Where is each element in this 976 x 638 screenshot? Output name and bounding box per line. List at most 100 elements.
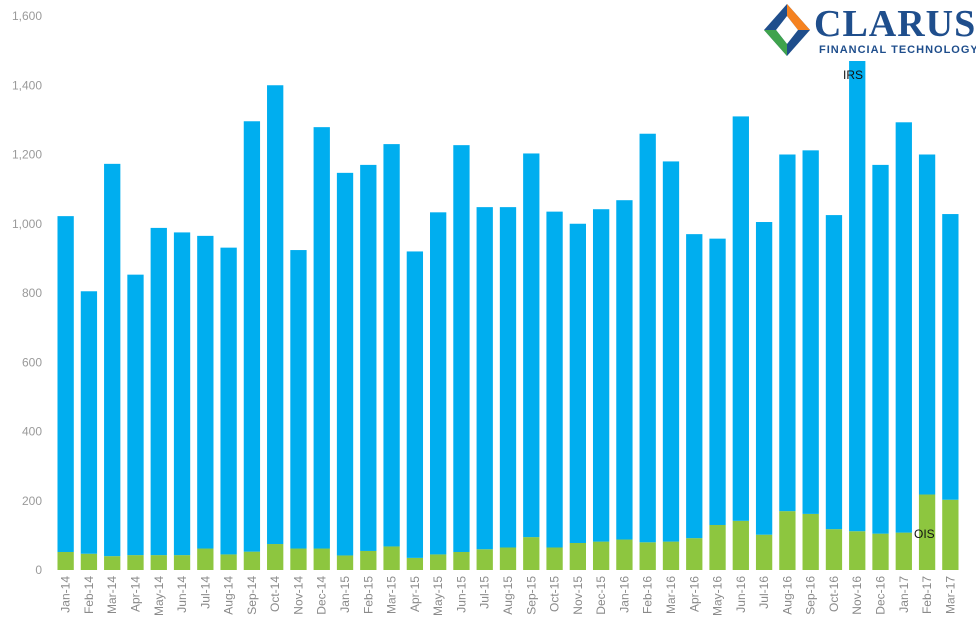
bar-ois-oct-16: [825, 529, 843, 570]
bar-ois-aug-14: [220, 554, 237, 570]
bar-ois-may-14: [150, 555, 167, 570]
x-tick-label: Aug-16: [780, 576, 794, 615]
x-tick-label: Nov-15: [571, 576, 585, 615]
bars: [57, 61, 959, 570]
bar-ois-jul-14: [197, 548, 214, 570]
bar-ois-mar-15: [383, 546, 400, 570]
bar-ois-aug-15: [499, 547, 517, 570]
x-tick-label: Jun-15: [454, 576, 468, 613]
x-tick-label: Oct-15: [548, 576, 562, 612]
x-tick-label: May-14: [152, 576, 166, 616]
x-tick-label: Oct-14: [268, 576, 282, 612]
bar-irs-may-14: [150, 227, 167, 556]
logo-tagline: FINANCIAL TECHNOLOGY: [819, 44, 976, 56]
x-tick-label: Jan-16: [617, 576, 631, 613]
bar-ois-apr-15: [406, 557, 424, 570]
x-tick-label: May-16: [711, 576, 725, 616]
bar-irs-may-16: [709, 238, 726, 525]
x-tick-label: Mar-17: [943, 576, 957, 614]
bar-ois-jun-16: [732, 520, 749, 570]
bar-ois-feb-14: [80, 553, 98, 570]
series-labels: IRS OIS: [843, 68, 935, 541]
bar-irs-mar-15: [383, 144, 400, 547]
y-tick-label: 600: [22, 355, 42, 369]
bar-irs-mar-17: [942, 214, 959, 500]
bar-ois-jan-16: [616, 539, 633, 570]
x-tick-label: Dec-14: [315, 576, 329, 615]
bar-ois-sep-14: [243, 551, 261, 570]
x-tick-label: Mar-15: [385, 576, 399, 614]
x-tick-label: Jul-14: [198, 576, 212, 609]
bar-ois-oct-14: [267, 544, 284, 570]
bar-ois-feb-15: [360, 550, 377, 570]
x-tick-label: Sep-16: [804, 576, 818, 615]
bar-ois-mar-16: [662, 541, 680, 570]
y-tick-label: 1,600: [12, 9, 42, 23]
x-tick-label: Oct-16: [827, 576, 841, 612]
x-tick-label: Mar-14: [105, 576, 119, 614]
bar-ois-may-16: [709, 524, 726, 570]
y-tick-label: 400: [22, 425, 42, 439]
bar-irs-dec-14: [313, 127, 330, 549]
bar-irs-dec-16: [872, 164, 889, 534]
bar-irs-oct-14: [267, 85, 284, 545]
x-tick-label: Jun-16: [734, 576, 748, 613]
x-tick-label: Jan-15: [338, 576, 352, 613]
bar-irs-jul-15: [476, 207, 493, 550]
bar-ois-sep-15: [523, 537, 540, 570]
x-tick-label: Aug-15: [501, 576, 515, 615]
x-axis: Jan-14 Feb-14 Mar-14 Apr-14 May-14 Jun-14 Jul-…: [59, 576, 958, 616]
bar-irs-nov-14: [290, 250, 307, 549]
bar-ois-jun-14: [173, 555, 191, 570]
bar-ois-dec-14: [313, 548, 330, 570]
bar-irs-mar-16: [662, 161, 680, 542]
x-tick-label: Jul-15: [478, 576, 492, 609]
clarus-diamond-icon: [764, 4, 810, 56]
bar-irs-feb-16: [639, 133, 656, 543]
bar-ois-apr-14: [127, 555, 144, 570]
y-tick-label: 200: [22, 494, 42, 508]
bar-irs-aug-15: [499, 207, 517, 548]
x-tick-label: Jul-16: [757, 576, 771, 609]
bar-ois-feb-16: [639, 542, 656, 570]
y-tick-label: 1,200: [12, 148, 42, 162]
bar-ois-oct-15: [546, 547, 563, 570]
x-tick-label: Dec-15: [594, 576, 608, 615]
bar-irs-jan-16: [616, 200, 633, 540]
x-tick-label: Nov-14: [291, 576, 305, 615]
bar-ois-mar-14: [104, 556, 121, 570]
clarus-logo: CLARUS FINANCIAL TECHNOLOGY: [762, 2, 976, 62]
bar-ois-sep-16: [802, 513, 819, 570]
x-tick-label: Jan-17: [897, 576, 911, 613]
logo-name: CLARUS: [814, 3, 976, 45]
bar-ois-aug-16: [779, 511, 796, 570]
x-tick-label: Feb-16: [641, 576, 655, 614]
bar-irs-may-15: [430, 212, 447, 555]
bar-ois-nov-16: [849, 531, 866, 570]
bar-irs-oct-15: [546, 211, 563, 548]
bar-ois-jun-15: [453, 552, 470, 570]
series-label-irs: IRS: [843, 68, 863, 82]
bar-irs-jan-15: [336, 172, 354, 556]
y-tick-label: 1,400: [12, 78, 42, 92]
bar-ois-apr-16: [686, 538, 703, 570]
bar-irs-jun-15: [453, 145, 470, 552]
bar-irs-dec-15: [592, 209, 610, 542]
bar-irs-jan-17: [895, 122, 912, 533]
bar-irs-nov-15: [569, 223, 586, 543]
bar-irs-mar-14: [104, 163, 121, 557]
bar-irs-feb-15: [360, 164, 377, 551]
x-tick-label: Feb-14: [82, 576, 96, 614]
bar-ois-dec-15: [592, 541, 610, 570]
bar-ois-feb-17: [918, 494, 936, 570]
bar-ois-jul-16: [755, 534, 773, 570]
bar-ois-jan-14: [57, 552, 74, 570]
bar-ois-dec-16: [872, 533, 889, 570]
bar-ois-nov-14: [290, 548, 307, 570]
bar-irs-feb-14: [80, 291, 98, 554]
bar-irs-jul-14: [197, 235, 214, 549]
bar-irs-apr-16: [686, 234, 703, 539]
bar-ois-jan-15: [336, 555, 354, 570]
x-tick-label: Nov-16: [850, 576, 864, 615]
bar-irs-jul-16: [755, 222, 773, 535]
